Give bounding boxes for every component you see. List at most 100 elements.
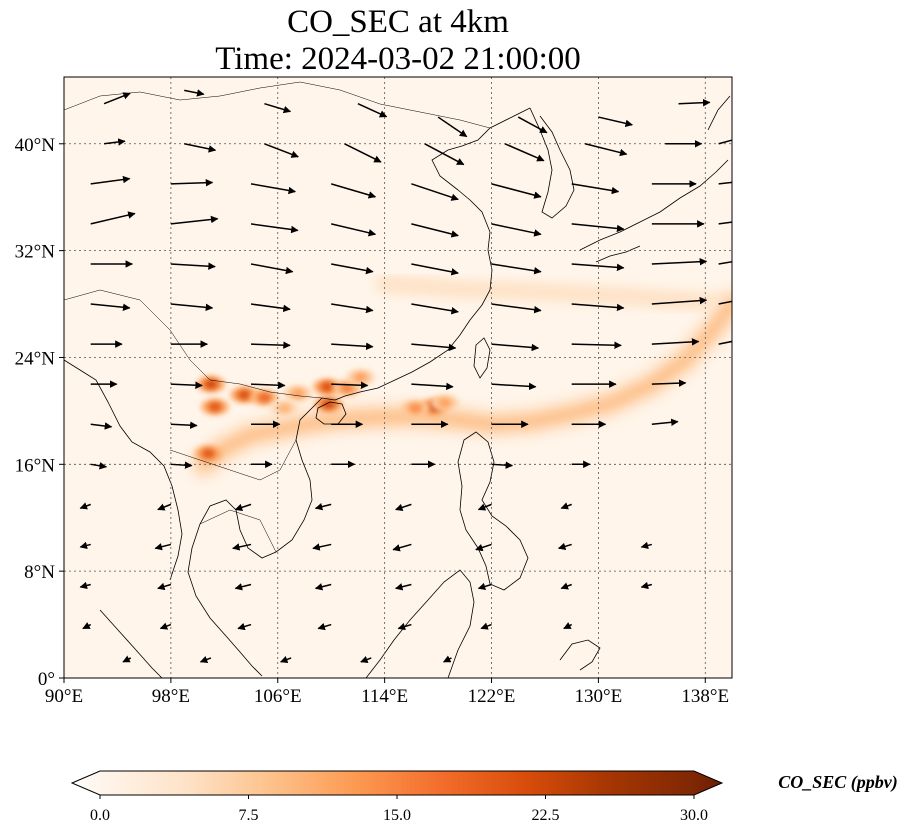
wind-arrow	[357, 103, 388, 118]
coastlines	[64, 81, 731, 678]
x-tick-label: 106°E	[254, 686, 302, 707]
border-china-north	[64, 81, 491, 129]
wind-arrow	[82, 622, 92, 630]
wind-arrow	[157, 503, 172, 511]
coastline-japan	[579, 95, 731, 263]
y-tick-label: 40°N	[15, 135, 56, 156]
coastline-sumatra	[99, 609, 163, 678]
lat-lon-grid	[64, 77, 732, 678]
wind-arrow	[237, 622, 252, 631]
wind-arrow	[491, 263, 542, 275]
y-tick-label: 8°N	[24, 562, 55, 583]
concentration-background	[64, 77, 732, 678]
co-hotspot	[277, 403, 292, 414]
wind-arrow	[331, 381, 369, 389]
wind-arrow	[154, 543, 172, 551]
co-hotspot	[207, 401, 222, 412]
plume-south-core	[200, 300, 732, 469]
wind-arrow	[718, 181, 732, 185]
wind-arrow	[232, 543, 252, 551]
map-frame	[63, 76, 733, 679]
co-plume-layer	[187, 273, 732, 482]
co-hotspot	[353, 372, 368, 383]
y-tick-label: 16°N	[15, 455, 56, 476]
wind-arrow	[491, 461, 514, 469]
wind-arrow	[317, 622, 332, 631]
co-hotspot	[437, 397, 452, 408]
coastline-korea	[529, 107, 575, 219]
wind-arrow	[557, 542, 572, 550]
wind-arrow	[250, 303, 291, 313]
wind-arrow	[90, 422, 113, 430]
co-hotspot	[321, 399, 336, 410]
co-hotspot	[237, 389, 252, 400]
wind-arrow	[251, 341, 291, 349]
colorbar-bar	[70, 770, 724, 796]
wind-arrow	[103, 138, 126, 146]
wind-arrow	[571, 303, 625, 312]
co-hotspot	[340, 383, 355, 394]
wind-arrow	[312, 543, 332, 551]
colorbar-tick-label: 22.5	[532, 807, 560, 824]
wind-arrow	[411, 303, 459, 315]
wind-arrow	[718, 139, 732, 145]
x-tick-label: 138°E	[681, 686, 729, 707]
coastline-indochina	[187, 397, 336, 677]
wind-arrow	[571, 263, 625, 272]
wind-arrow	[491, 223, 542, 237]
wind-arrow	[90, 175, 131, 185]
wind-arrow	[437, 116, 468, 138]
wind-arrow	[90, 211, 136, 225]
wind-arrow	[571, 223, 625, 233]
wind-arrow	[411, 263, 459, 276]
wind-arrow	[424, 143, 465, 166]
wind-arrow	[560, 582, 572, 590]
wind-arrow	[170, 421, 198, 429]
wind-arrow	[79, 502, 91, 510]
wind-arrow	[640, 541, 653, 550]
coastline-philippines	[457, 431, 529, 591]
wind-arrow	[234, 503, 252, 512]
coastline-taiwan	[473, 337, 491, 379]
wind-vectors	[79, 89, 732, 664]
wind-arrow	[651, 296, 708, 305]
wind-arrow	[640, 581, 653, 590]
wind-arrow	[598, 116, 633, 128]
coastline-china	[334, 189, 493, 401]
wind-arrow	[491, 183, 542, 199]
wind-arrow	[718, 260, 732, 265]
map-plot-area	[64, 77, 732, 678]
wind-arrow	[392, 543, 412, 552]
wind-arrow	[411, 343, 457, 352]
wind-arrow	[560, 502, 572, 510]
x-tick-label: 122°E	[468, 686, 516, 707]
wind-arrow	[718, 221, 732, 225]
border-indochina	[169, 439, 297, 553]
wind-arrow	[250, 183, 296, 195]
y-tick-label: 32°N	[15, 242, 56, 263]
co-hotspot	[201, 448, 216, 459]
map-title-variable: CO_SEC at 4km	[287, 4, 509, 40]
wind-arrow	[491, 382, 537, 391]
wind-arrow	[475, 543, 492, 552]
wind-arrow	[718, 340, 732, 345]
wind-arrow	[477, 503, 492, 511]
wind-arrow	[250, 263, 294, 275]
wind-arrow	[491, 343, 540, 352]
colorbar-ticks: 0.0 7.5 15.0 22.5 30.0	[90, 795, 708, 824]
wind-arrow	[651, 257, 708, 266]
wind-arrow	[184, 143, 217, 153]
wind-arrow	[122, 655, 132, 663]
wind-arrow	[170, 179, 214, 187]
wind-arrow	[170, 381, 203, 389]
wind-arrow	[442, 655, 452, 663]
wind-arrow	[79, 541, 91, 550]
colorbar-label: CO_SEC (ppbv)	[778, 772, 898, 793]
coastline-borneo	[365, 569, 475, 678]
wind-arrow	[159, 622, 172, 630]
y-tick-label: 0°	[38, 669, 55, 690]
wind-arrow	[360, 655, 372, 664]
wind-arrow	[571, 183, 620, 195]
wind-arrow	[234, 583, 252, 591]
plume-north-core	[379, 279, 732, 309]
